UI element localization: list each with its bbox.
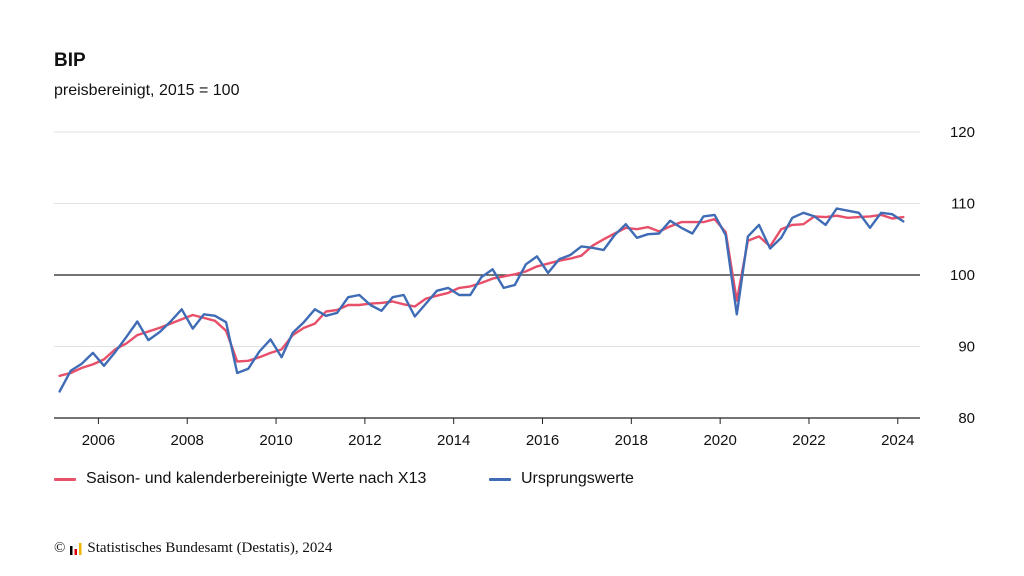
x-tick-label-2016: 2016: [526, 432, 559, 449]
copyright-notice: © Statistisches Bundesamt (Destatis), 20…: [54, 540, 332, 557]
series-line-original: [58, 207, 905, 393]
grid-lines: [54, 131, 920, 347]
x-axis: 2006 2008 2010 2012 2014 2016 2018 2020 2022 2024: [54, 417, 920, 449]
legend-item-seasonal[interactable]: Saison- und kalenderbereinigte Werte nac…: [54, 470, 426, 488]
x-tick-label-2012: 2012: [348, 432, 381, 449]
x-tick-label-2020: 2020: [703, 432, 736, 449]
legend-item-original[interactable]: Ursprungswerte: [489, 470, 634, 488]
x-tick-label-2014: 2014: [437, 432, 470, 449]
legend-swatch-seasonal: [54, 477, 76, 481]
legend-label-seasonal: Saison- und kalenderbereinigte Werte nac…: [86, 470, 427, 487]
chart-title: BIP: [54, 50, 86, 71]
copyright-text: Statistisches Bundesamt (Destatis), 2024: [87, 540, 333, 556]
y-tick-label-120: 120: [950, 124, 975, 141]
y-tick-label-110: 110: [951, 196, 975, 213]
y-tick-label-80: 80: [958, 410, 975, 427]
legend-swatch-original: [489, 477, 511, 481]
legend-label-original: Ursprungswerte: [521, 470, 634, 487]
series-line-seasonal: [58, 213, 905, 377]
copyright-symbol: ©: [54, 540, 66, 556]
x-tick-label-2006: 2006: [82, 432, 115, 449]
chart-subtitle: preisbereinigt, 2015 = 100: [54, 82, 240, 99]
x-tick-label-2010: 2010: [259, 432, 292, 449]
y-tick-label-90: 90: [958, 339, 975, 356]
x-tick-label-2024: 2024: [881, 432, 914, 449]
y-tick-label-100: 100: [950, 267, 975, 284]
y-axis: 80 90 100 110 120: [950, 124, 975, 427]
x-tick-label-2008: 2008: [171, 432, 204, 449]
destatis-logo-icon: [70, 543, 82, 555]
x-tick-label-2022: 2022: [792, 432, 825, 449]
x-tick-label-2018: 2018: [615, 432, 648, 449]
series-group: [58, 207, 905, 393]
